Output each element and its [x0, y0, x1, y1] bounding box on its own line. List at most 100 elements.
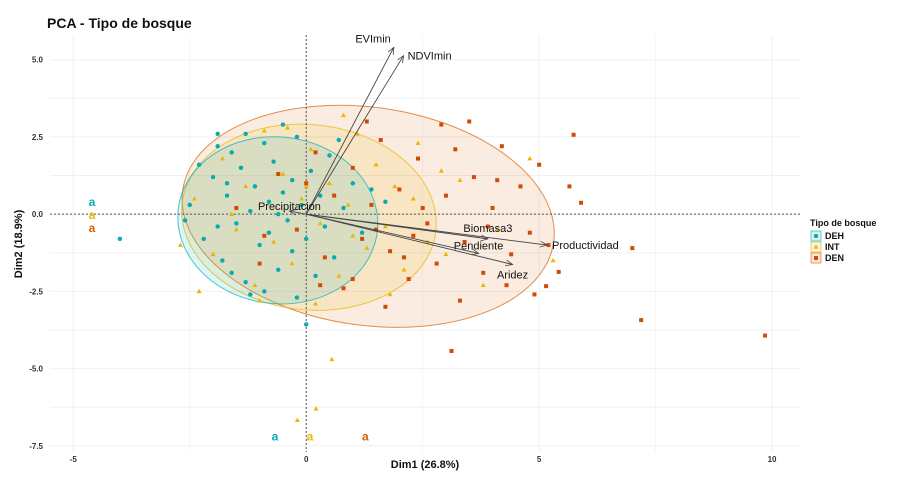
- point-den: [425, 221, 430, 226]
- point-deh: [243, 279, 248, 285]
- point-den: [276, 172, 281, 176]
- point-deh: [294, 295, 300, 300]
- point-den: [234, 205, 239, 210]
- point-den: [537, 162, 542, 167]
- variable-label-productividad: Productividad: [552, 240, 619, 252]
- group-letter-int: a: [89, 208, 96, 222]
- point-den: [364, 119, 369, 124]
- point-int: [233, 227, 239, 232]
- reference-lines: [50, 35, 800, 452]
- point-int: [382, 223, 388, 229]
- point-den: [485, 224, 490, 229]
- point-den: [369, 202, 374, 207]
- point-int: [415, 140, 421, 145]
- y-tick-label: -5.0: [29, 365, 43, 374]
- point-deh: [229, 150, 234, 155]
- point-deh: [187, 202, 193, 208]
- point-den: [341, 286, 346, 291]
- variable-label-aridez: Aridez: [497, 270, 528, 282]
- point-int: [340, 112, 346, 118]
- point-den: [567, 184, 572, 189]
- point-deh: [238, 165, 244, 171]
- point-int: [303, 183, 309, 189]
- point-den: [318, 283, 323, 288]
- point-deh: [294, 134, 300, 140]
- point-den: [639, 318, 644, 323]
- arrow-pendiente: [306, 213, 478, 253]
- legend-label-int: INT: [825, 242, 840, 252]
- point-int: [261, 128, 267, 133]
- point-int: [354, 131, 360, 136]
- point-deh: [266, 230, 272, 235]
- variable-label-pendiente: Pendiente: [454, 240, 504, 252]
- point-deh: [196, 162, 202, 167]
- point-den: [467, 119, 472, 124]
- point-den: [322, 255, 327, 260]
- point-den: [304, 181, 309, 186]
- point-int: [285, 125, 291, 130]
- point-int: [243, 183, 249, 189]
- point-den: [509, 252, 514, 257]
- y-tick-label: 0.0: [32, 210, 44, 219]
- arrow-ndvimin: [305, 56, 403, 215]
- point-deh: [262, 289, 267, 294]
- point-den: [411, 233, 416, 238]
- point-deh: [289, 177, 295, 183]
- point-int: [401, 267, 407, 272]
- arrow-productividad: [306, 213, 547, 245]
- legend-marker-den-icon: [814, 256, 818, 260]
- point-deh: [341, 205, 346, 211]
- point-int: [294, 417, 300, 422]
- legend-label-den: DEN: [825, 253, 844, 263]
- group-letter-int: a: [307, 430, 314, 444]
- point-den: [630, 246, 635, 251]
- y-tick-label: 5.0: [32, 56, 44, 65]
- point-deh: [308, 168, 314, 174]
- point-int: [480, 282, 486, 287]
- point-deh: [201, 236, 206, 242]
- point-den: [490, 205, 495, 210]
- point-deh: [276, 267, 281, 273]
- point-int: [410, 196, 416, 201]
- point-den: [449, 348, 454, 353]
- x-tick-label: 0: [304, 455, 309, 464]
- point-int: [252, 282, 258, 287]
- arrow-precipitacion: [289, 211, 307, 214]
- point-den: [439, 122, 444, 127]
- point-deh: [271, 159, 276, 164]
- point-deh: [252, 184, 258, 189]
- point-den: [471, 175, 476, 180]
- point-deh: [303, 236, 309, 242]
- point-deh: [369, 187, 374, 192]
- point-int: [494, 227, 500, 232]
- point-deh: [215, 131, 220, 137]
- point-deh: [280, 122, 286, 127]
- point-den: [499, 144, 504, 149]
- variable-label-biomasa3: Biomasa3: [463, 223, 512, 235]
- point-int: [392, 183, 398, 189]
- point-deh: [234, 221, 239, 226]
- group-letter-deh: a: [272, 430, 279, 444]
- point-deh: [220, 258, 225, 263]
- point-den: [571, 132, 576, 137]
- point-int: [289, 260, 295, 266]
- point-den: [378, 138, 383, 143]
- legend-label-deh: DEH: [825, 231, 844, 241]
- point-den: [416, 156, 421, 161]
- point-int: [271, 239, 277, 244]
- point-int: [257, 298, 263, 303]
- point-int: [550, 257, 556, 263]
- point-int: [219, 155, 225, 161]
- point-int: [313, 406, 319, 411]
- point-deh: [248, 208, 253, 214]
- chart-title: PCA - Tipo de bosque: [47, 15, 192, 31]
- point-deh: [299, 202, 304, 208]
- point-deh: [257, 242, 262, 248]
- variable-arrows: EVImin NDVImin Precipitacion Biomasa3 Produc…: [258, 33, 619, 281]
- legend-marker-int-icon: [813, 244, 819, 249]
- point-int: [229, 211, 235, 216]
- legend-title: Tipo de bosque: [810, 218, 876, 228]
- point-den: [579, 200, 584, 205]
